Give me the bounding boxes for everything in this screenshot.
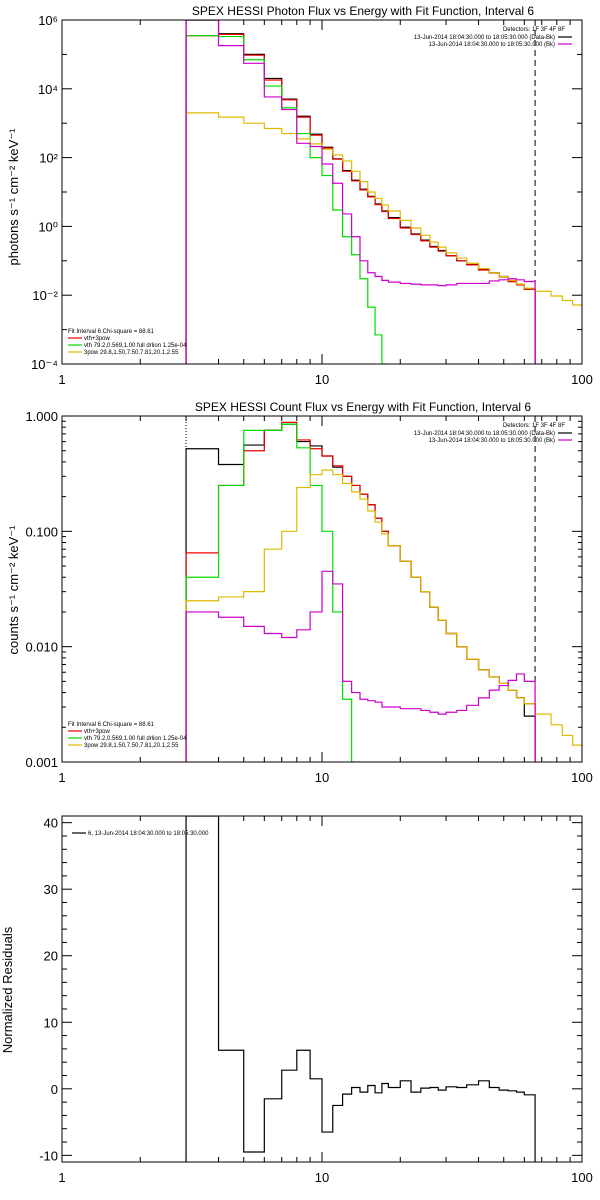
photon-flux-ylabel: photons s⁻¹ cm⁻² keV⁻¹ — [6, 128, 21, 266]
x-tick-label: 1 — [58, 372, 65, 387]
photon-legend-bottom-entry: vth+3pow — [84, 336, 111, 342]
y-tick-label: 30 — [44, 882, 58, 897]
series-line — [185, 33, 536, 364]
series-line — [185, 816, 536, 1162]
photon-legend-bottom-entry: 3pow 29.8,1.50,7.50,7.81,20.1,2.55 — [84, 350, 179, 356]
count-legend-bottom-entry: vth 79.2,0.569,1.00 full drlion 1.25e-04 — [84, 736, 187, 742]
x-tick-label: 1 — [58, 770, 65, 785]
series-line — [185, 112, 582, 364]
plot-frame — [61, 19, 583, 365]
x-tick-label: 100 — [571, 1170, 593, 1185]
count-legend-top-entry: 13-Jun-2014 18:04:30.000 to 18:05:30.000… — [414, 431, 555, 437]
residuals-plot: 1 10 100 -10 0 10 20 30 40 — [39, 815, 593, 1185]
photon-legend-bottom-header: Fit Interval 6 Chi-square = 88.61 — [68, 329, 155, 335]
y-tick-label: 40 — [44, 816, 58, 831]
series-line — [185, 469, 582, 762]
residuals-ylabel: Normalized Residuals — [0, 926, 15, 1053]
plot-frame — [61, 815, 583, 1163]
residuals-legend: 6, 13-Jun-2014 18:04:30.000 to 18:05:30.… — [88, 831, 209, 837]
y-tick-label: 10⁰ — [38, 219, 58, 234]
x-tick-label: 100 — [571, 770, 593, 785]
y-tick-label: 0.001 — [25, 755, 58, 770]
photon-flux-plot: 1 10 100 10⁻⁴ 10⁻² 10⁰ 10² 10⁴ 10⁶ — [31, 13, 593, 387]
residuals-legend-entry: 6, 13-Jun-2014 18:04:30.000 to 18:05:30.… — [88, 831, 209, 837]
y-tick-label: 0.100 — [25, 524, 58, 539]
series-line — [185, 20, 536, 364]
count-flux-title: SPEX HESSI Count Flux vs Energy with Fit… — [195, 400, 531, 414]
photon-legend-top-entry: 13-Jun-2014 18:04:30.000 to 18:05:30.000… — [414, 35, 555, 41]
count-flux-legend-bottom: Fit Interval 6 Chi-square = 88.61 vth+3p… — [68, 722, 187, 749]
photon-legend-top-entry: 13-Jun-2014 18:04:30.000 to 18:05:30.000… — [429, 42, 555, 48]
x-tick-label: 10 — [315, 372, 329, 387]
series-line — [185, 423, 536, 762]
y-tick-label: -10 — [39, 1148, 58, 1163]
y-tick-label: 10 — [44, 1015, 58, 1030]
count-legend-top-header: Detectors: 1F 3F 4F 8F — [503, 423, 565, 429]
series-line — [185, 35, 389, 364]
residuals-panel: Normalized Residuals 1 10 100-10010203040 … — [0, 815, 593, 1185]
y-tick-label: 10² — [39, 151, 58, 166]
series-line — [185, 570, 536, 762]
count-flux-ylabel: counts s⁻¹ cm⁻² keV⁻¹ — [6, 525, 21, 655]
count-legend-bottom-entry: vth+3pow — [84, 729, 111, 735]
count-flux-legend-top: Detectors: 1F 3F 4F 8F 13-Jun-2014 18:04… — [414, 423, 565, 444]
count-flux-plot: 1 10 100 0.001 0.010 0.100 1.000 — [25, 409, 592, 785]
y-tick-label: 0.010 — [25, 640, 58, 655]
y-tick-label: 0 — [51, 1082, 58, 1097]
x-tick-label: 10 — [315, 1170, 329, 1185]
photon-flux-title: SPEX HESSI Photon Flux vs Energy with Fi… — [192, 4, 534, 18]
x-tick-label: 10 — [315, 770, 329, 785]
y-tick-label: 10⁶ — [38, 13, 58, 28]
photon-legend-top-header: Detectors: 1F 3F 4F 8F — [503, 27, 565, 33]
count-legend-bottom-entry: 3pow 29.8,1.50,7.50,7.81,20.1,2.55 — [84, 743, 179, 749]
count-legend-top-entry: 13-Jun-2014 18:04:30.000 to 18:05:30.000… — [429, 438, 555, 444]
x-tick-label: 100 — [571, 372, 593, 387]
series-line — [185, 421, 536, 762]
series-line — [185, 20, 536, 364]
y-tick-label: 10⁻⁴ — [31, 357, 58, 372]
plot-frame — [61, 415, 583, 763]
count-flux-panel: SPEX HESSI Count Flux vs Energy with Fit… — [6, 400, 593, 785]
y-tick-label: 20 — [44, 949, 58, 964]
y-tick-label: 10⁴ — [38, 82, 58, 97]
count-legend-bottom-header: Fit Interval 6 Chi-square = 88.61 — [68, 722, 155, 728]
photon-flux-legend-top: Detectors: 1F 3F 4F 8F 13-Jun-2014 18:04… — [414, 27, 565, 48]
photon-flux-legend-bottom: Fit Interval 6 Chi-square = 88.61 vth+3p… — [68, 329, 187, 356]
y-tick-label: 1.000 — [25, 409, 58, 424]
photon-flux-panel: SPEX HESSI Photon Flux vs Energy with Fi… — [6, 4, 593, 387]
x-tick-label: 1 — [58, 1170, 65, 1185]
photon-legend-bottom-entry: vth 79.2,0.569,1.00 full drlion 1.25e-04 — [84, 343, 187, 349]
y-tick-label: 10⁻² — [32, 288, 58, 303]
